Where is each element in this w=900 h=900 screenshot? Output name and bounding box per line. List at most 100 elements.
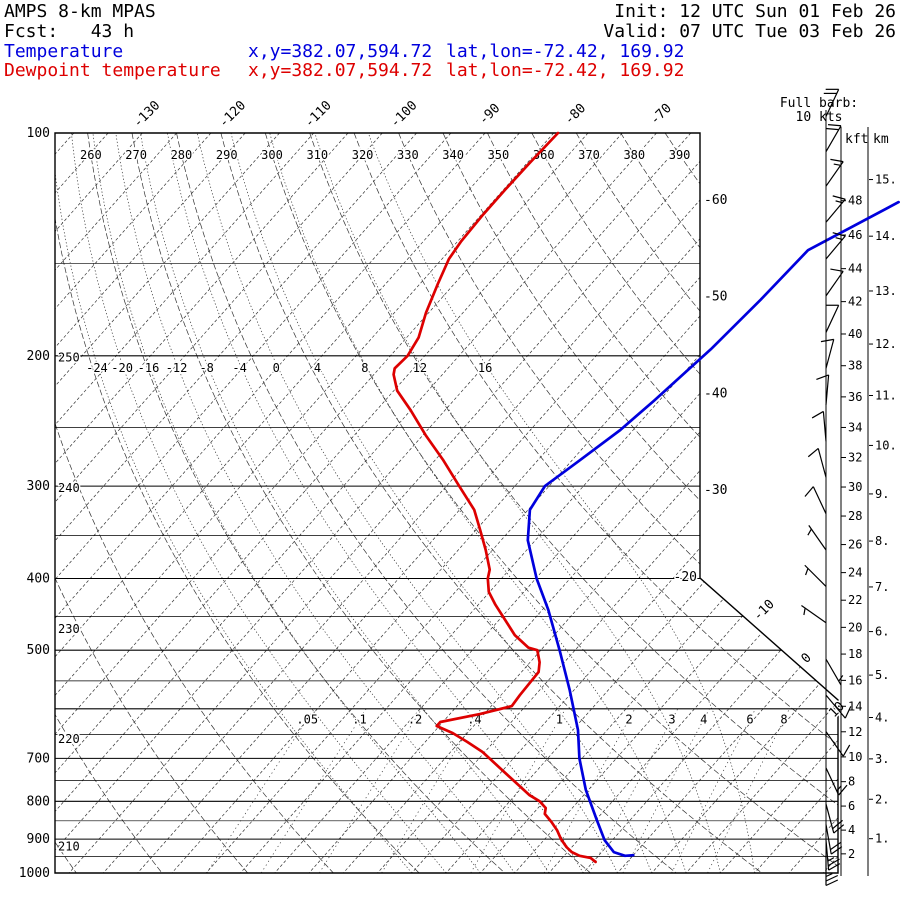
- svg-text:-4: -4: [232, 361, 246, 375]
- svg-text:350: 350: [488, 148, 510, 162]
- svg-text:0: 0: [799, 650, 815, 666]
- svg-text:46: 46: [848, 228, 862, 242]
- svg-text:400: 400: [27, 572, 50, 587]
- model-title: AMPS 8-km MPAS: [4, 1, 156, 22]
- svg-text:200: 200: [27, 349, 50, 364]
- svg-text:8.: 8.: [875, 534, 889, 548]
- svg-text:6: 6: [746, 712, 753, 726]
- svg-text:13.: 13.: [875, 284, 897, 298]
- svg-text:24: 24: [848, 566, 862, 580]
- svg-text:14: 14: [848, 699, 862, 713]
- svg-text:700: 700: [27, 751, 50, 766]
- svg-text:1: 1: [556, 712, 563, 726]
- svg-text:-60: -60: [704, 193, 727, 208]
- barb-legend-title: Full barb:: [779, 96, 859, 111]
- svg-text:14.: 14.: [875, 229, 897, 243]
- svg-text:8: 8: [361, 361, 368, 375]
- legend-temperature-latlon: lat,lon=-72.42, 169.92: [446, 41, 685, 62]
- svg-text:9.: 9.: [875, 487, 889, 501]
- svg-text:-70: -70: [648, 101, 675, 128]
- svg-text:16: 16: [478, 361, 492, 375]
- legend-dewpoint-xy: x,y=382.07,594.72: [248, 60, 433, 81]
- svg-text:310: 310: [306, 148, 328, 162]
- km-axis-label: km: [873, 132, 889, 147]
- svg-text:2: 2: [848, 847, 855, 861]
- svg-text:6.: 6.: [875, 625, 889, 639]
- svg-text:1.: 1.: [875, 832, 889, 846]
- svg-text:16: 16: [848, 673, 862, 687]
- svg-text:12.: 12.: [875, 337, 897, 351]
- svg-text:10: 10: [848, 750, 862, 764]
- svg-text:-40: -40: [704, 386, 727, 401]
- svg-text:36: 36: [848, 390, 862, 404]
- legend-temperature-xy: x,y=382.07,594.72: [248, 41, 433, 62]
- svg-text:6: 6: [848, 799, 855, 813]
- svg-text:280: 280: [171, 148, 193, 162]
- svg-text:340: 340: [442, 148, 464, 162]
- svg-text:4: 4: [848, 823, 855, 837]
- svg-text:-24: -24: [86, 361, 108, 375]
- svg-text:-8: -8: [199, 361, 213, 375]
- svg-text:5.: 5.: [875, 668, 889, 682]
- svg-text:22: 22: [848, 593, 862, 607]
- svg-text:7.: 7.: [875, 580, 889, 594]
- svg-text:100: 100: [27, 126, 50, 141]
- svg-text:3: 3: [668, 712, 675, 726]
- svg-text:-30: -30: [704, 483, 727, 498]
- svg-text:30: 30: [848, 480, 862, 494]
- svg-text:-16: -16: [138, 361, 160, 375]
- svg-text:38: 38: [848, 359, 862, 373]
- svg-text:230: 230: [58, 622, 80, 636]
- background-grid: [55, 133, 838, 873]
- temperature-curve: [526, 200, 900, 858]
- svg-text:210: 210: [58, 840, 80, 854]
- chart-frame: [54, 132, 839, 874]
- svg-text:320: 320: [352, 148, 374, 162]
- svg-text:900: 900: [27, 832, 50, 847]
- forecast-hour: Fcst: 43 h: [4, 21, 135, 42]
- svg-text:-130: -130: [131, 98, 164, 131]
- svg-text:370: 370: [578, 148, 600, 162]
- svg-text:8: 8: [848, 775, 855, 789]
- wind-barbs: [801, 88, 852, 887]
- svg-text:48: 48: [848, 194, 862, 208]
- svg-text:4.: 4.: [875, 710, 889, 724]
- svg-text:4: 4: [314, 361, 321, 375]
- svg-text:220: 220: [58, 732, 80, 746]
- svg-text:360: 360: [533, 148, 555, 162]
- dewpoint-curve: [392, 131, 597, 864]
- svg-text:2: 2: [625, 712, 632, 726]
- svg-text:.05: .05: [296, 712, 318, 726]
- dry-adiabats: [55, 133, 838, 873]
- svg-text:-110: -110: [302, 98, 335, 131]
- svg-text:-100: -100: [388, 98, 421, 131]
- svg-text:11.: 11.: [875, 388, 897, 402]
- svg-text:18: 18: [848, 647, 862, 661]
- svg-text:380: 380: [623, 148, 645, 162]
- svg-text:2.: 2.: [875, 792, 889, 806]
- svg-text:260: 260: [80, 148, 102, 162]
- svg-text:28: 28: [848, 509, 862, 523]
- svg-text:800: 800: [27, 794, 50, 809]
- svg-text:-20: -20: [674, 570, 697, 585]
- svg-text:-12: -12: [166, 361, 188, 375]
- svg-text:.2: .2: [408, 712, 422, 726]
- svg-text:-10: -10: [751, 597, 778, 624]
- svg-text:-50: -50: [704, 290, 727, 305]
- svg-text:42: 42: [848, 295, 862, 309]
- svg-text:250: 250: [58, 350, 80, 364]
- svg-text:-90: -90: [476, 101, 503, 128]
- svg-text:-120: -120: [216, 98, 249, 131]
- svg-text:240: 240: [58, 481, 80, 495]
- svg-text:1000: 1000: [19, 866, 50, 881]
- svg-text:8: 8: [780, 712, 787, 726]
- barb-legend-value: 10 kts: [795, 110, 843, 125]
- svg-text:20: 20: [848, 620, 862, 634]
- isotherms: [55, 133, 838, 873]
- svg-text:3.: 3.: [875, 752, 889, 766]
- legend-temperature-label: Temperature: [4, 41, 124, 62]
- valid-time: Valid: 07 UTC Tue 03 Feb 26: [603, 21, 896, 42]
- svg-text:500: 500: [27, 643, 50, 658]
- svg-text:300: 300: [27, 479, 50, 494]
- svg-text:40: 40: [848, 327, 862, 341]
